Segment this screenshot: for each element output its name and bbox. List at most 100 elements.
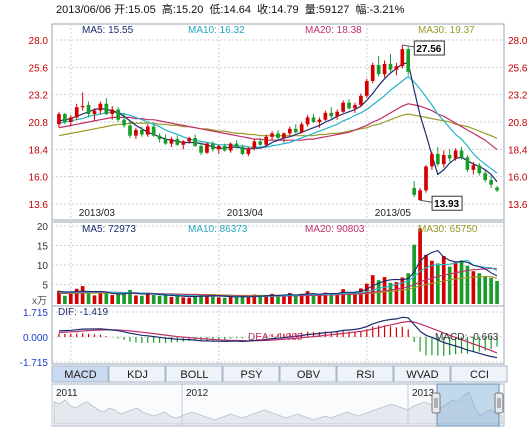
candle-body (329, 112, 334, 117)
candle-body (412, 188, 416, 195)
price-x-tick: 2013/03 (79, 208, 116, 219)
candle-body (181, 141, 186, 145)
candle-body (270, 133, 274, 137)
volume-bar (394, 282, 399, 304)
tab-obv[interactable] (279, 365, 337, 383)
candle-body (288, 128, 292, 134)
price-ma10-line (58, 75, 498, 174)
tab-psy-label: PSY (240, 369, 263, 381)
volume-bar (430, 260, 434, 304)
candle-body (370, 65, 375, 81)
tab-rsi[interactable] (336, 365, 394, 383)
volume-bar (477, 273, 482, 304)
price-tick-right: 13.6 (508, 200, 528, 211)
candle-body (199, 145, 203, 153)
overview-year-label: 2013 (412, 388, 435, 399)
candle-body (80, 106, 85, 108)
macd-tick: 0.000 (23, 333, 48, 344)
candle-body (258, 141, 263, 145)
candle-body (252, 141, 257, 149)
volume-bar (353, 292, 357, 304)
tab-boll[interactable] (165, 365, 223, 383)
candle-body (311, 117, 316, 122)
candle-body (364, 81, 369, 96)
volume-bar (86, 292, 91, 304)
volume-bar (104, 293, 109, 304)
volume-bar (418, 228, 422, 304)
volume-bar (216, 297, 221, 304)
candle-body (436, 153, 440, 165)
candle-body (211, 143, 215, 150)
volume-bar (317, 295, 322, 304)
volume-bar (246, 296, 251, 304)
candle-body (98, 103, 103, 111)
volume-bar (282, 295, 286, 304)
candle-body (122, 119, 126, 126)
candle-body (187, 137, 192, 142)
volume-bar (459, 260, 464, 304)
volume-bar (252, 294, 257, 304)
price-y-axis-right: 28.0 25.6 23.2 20.8 18.4 16.0 13.6 (508, 36, 528, 211)
tab-macd[interactable] (51, 365, 109, 383)
volume-bar (329, 294, 334, 304)
overview-right-handle[interactable] (494, 392, 504, 414)
price-tick-left: 25.6 (29, 63, 49, 74)
indicator-tabs: MACD KDJ BOLL PSY OBV RSI WVAD CCI (51, 365, 508, 383)
volume-tick: 20 (37, 222, 49, 233)
volume-bar (299, 293, 304, 304)
candle-body (400, 49, 405, 67)
high-callout: 27.56 (402, 40, 445, 56)
price-x-axis: 2013/03 2013/04 2013/05 (79, 208, 412, 219)
price-grid (52, 24, 504, 220)
tab-cci[interactable] (450, 365, 508, 383)
volume-ma5-line (58, 249, 498, 298)
candle-body (63, 114, 67, 122)
volume-bar (264, 295, 268, 304)
volume-bar (335, 293, 340, 304)
volume-bar (495, 280, 499, 304)
tab-rsi-label: RSI (356, 369, 374, 381)
overview-year-label: 2012 (186, 388, 209, 399)
volume-bar (74, 288, 79, 304)
price-tick-left: 13.6 (29, 200, 49, 211)
overview-selection-window[interactable] (436, 383, 500, 427)
price-tick-right: 20.8 (508, 118, 528, 129)
price-y-axis-left: 28.0 25.6 23.2 20.8 18.4 16.0 13.6 (29, 36, 49, 211)
candle-body (140, 129, 144, 135)
candle-body (459, 150, 464, 158)
candle-body (282, 133, 286, 138)
volume-bar (92, 295, 97, 304)
tab-wvad[interactable] (393, 365, 451, 383)
volume-bar (228, 296, 233, 304)
candle-body (276, 133, 280, 138)
candle-body (447, 155, 452, 159)
tab-psy[interactable] (222, 365, 280, 383)
vol-ma30-legend: MA30: 65750 (418, 224, 478, 235)
price-tick-left: 28.0 (29, 36, 49, 47)
volume-bar (447, 266, 452, 304)
candle-body (299, 124, 304, 133)
volume-bar (436, 263, 440, 304)
volume-tick: 10 (37, 261, 49, 272)
candle-body (205, 143, 209, 153)
volume-bar (151, 295, 156, 304)
volume-bar (205, 295, 209, 304)
price-tick-right: 23.2 (508, 91, 528, 102)
volume-bar (211, 296, 215, 304)
overview-left-handle[interactable] (431, 392, 441, 414)
candle-body (477, 165, 482, 174)
volume-bar (110, 295, 115, 304)
tab-kdj[interactable] (108, 365, 166, 383)
volume-bar (122, 293, 126, 304)
volume-bar (145, 293, 150, 304)
volume-bar (157, 295, 162, 304)
candle-body (163, 139, 168, 144)
candle-body (388, 63, 393, 70)
volume-bar (441, 256, 446, 304)
dif-legend: DIF: -1.419 (58, 307, 108, 318)
volume-bar (406, 273, 411, 304)
dea-legend: DEA: -1.088 (248, 332, 303, 343)
price-ma5-line (58, 62, 498, 183)
candle-body (347, 102, 351, 109)
volume-bar (489, 277, 493, 304)
